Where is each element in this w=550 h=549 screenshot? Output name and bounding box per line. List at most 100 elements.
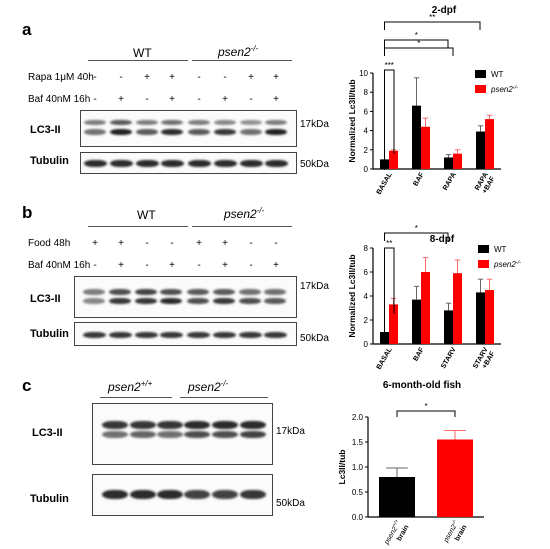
blot-band [187,160,211,167]
x-tick-label-group: BAF [412,346,426,363]
blot-band [188,120,210,125]
chart-title: 2-dpf [432,5,457,16]
x-tick-label: brain [396,524,411,542]
significance-bracket [384,247,395,342]
rapa-row-label: Rapa 1μM 40h [28,72,94,83]
baf-row-label-b: Baf 40nM 16h [28,260,91,271]
bar [421,126,430,169]
bar [485,119,494,169]
tubulin-blot-c [92,474,273,516]
sign-plus: + [273,94,279,105]
blot-band [265,129,287,135]
blot-band [187,289,209,295]
x-tick-label-sup: -/- [451,518,459,525]
blot-band [213,289,235,295]
y-axis-label: Normalized Lc3II/tub [347,79,357,162]
blot-band [264,289,286,295]
significance-marker: * [415,31,418,40]
lc3-label-a: LC3-II [30,124,61,136]
sign-plus: + [118,238,124,249]
x-tick-label-group: RAPA [442,172,458,192]
blot-band [213,160,237,167]
bar [412,105,421,169]
y-tick-label: 2.0 [352,413,364,422]
blot-band [264,298,286,304]
kda-50-label-a: 50kDa [300,159,329,170]
bar [453,273,462,344]
blot-band [159,332,183,338]
sign-minus: - [249,260,253,271]
lc3-label-b: LC3-II [30,293,61,305]
mutant-group-label-c: psen2-/- [188,379,229,394]
sign-minus: - [197,94,201,105]
blot-band [82,332,106,338]
blot-band [240,129,262,135]
legend-swatch [478,245,489,253]
bar [444,310,453,344]
panel-letter-c: c [22,376,32,395]
bar [453,153,462,169]
blot-band [214,129,236,135]
y-axis-label: Lc3II/tub [337,450,347,485]
mutant-group-line-b [192,226,292,227]
baf-row-label-a: Baf 40nM 16h [28,94,91,105]
blot-band [109,289,131,295]
tubulin-blot-a [80,152,297,174]
wt-group-line-b [88,226,188,227]
bar [379,477,415,517]
blot-band [135,289,157,295]
blot-band [160,289,182,295]
blot-band [212,332,236,338]
blot-band [160,160,184,167]
y-tick-label: 0 [364,340,369,349]
kda-17-label-b: 17kDa [300,281,329,292]
legend-swatch [475,70,486,78]
wt-group-label-b: WT [137,208,156,222]
y-tick-label: 6 [364,107,369,116]
blot-band [239,289,261,295]
kda-17-label-a: 17kDa [300,119,329,130]
y-tick-label: 8 [364,244,369,253]
blot-band [238,332,262,338]
kda-17-label-c: 17kDa [276,426,305,437]
legend-swatch [478,260,489,268]
blot-band [188,129,210,135]
significance-bracket [384,47,454,56]
sign-plus: + [222,260,228,271]
mutant-group-label-a: psen2-/- [218,44,259,59]
sign-plus: + [222,94,228,105]
x-tick-label-sup: +/+ [391,518,400,527]
blot-band [184,431,210,438]
blot-band [84,129,106,135]
y-tick-label: 4 [364,127,369,136]
x-tick-label: RAPA [442,172,458,192]
blot-band [184,490,210,499]
significance-marker: ** [429,13,435,22]
x-tick-label-group: BAF [412,171,426,188]
bar [476,292,485,344]
x-tick-label-group: psen2+/+brain [381,518,411,546]
sign-minus: - [93,94,97,105]
panel-letter-a: a [22,20,32,39]
blot-band [239,160,263,167]
bar-chart-8dpf: 8-dpf 0 2 4 6 8 Normalized Lc3II/tub BASAL BAF ST… [347,224,521,371]
blot-band [184,421,210,429]
bar [485,290,494,344]
x-tick-label: BASAL [376,171,394,196]
legend-label-sup: -/- [513,85,518,91]
blot-band [212,431,238,438]
blot-band [214,120,236,125]
sign-plus: + [118,94,124,105]
blot-band [240,120,262,125]
x-tick-label-group: STARV+BAF [472,346,497,370]
blot-band [265,120,287,125]
legend-swatch [475,85,486,93]
sign-minus: - [274,238,278,249]
sign-minus: - [145,238,149,249]
y-tick-label: 1.5 [352,438,364,447]
significance-marker: ** [386,239,392,248]
sign-plus: + [92,238,98,249]
chart-title: 8-dpf [430,234,455,245]
x-tick-label: BAF [412,346,426,363]
